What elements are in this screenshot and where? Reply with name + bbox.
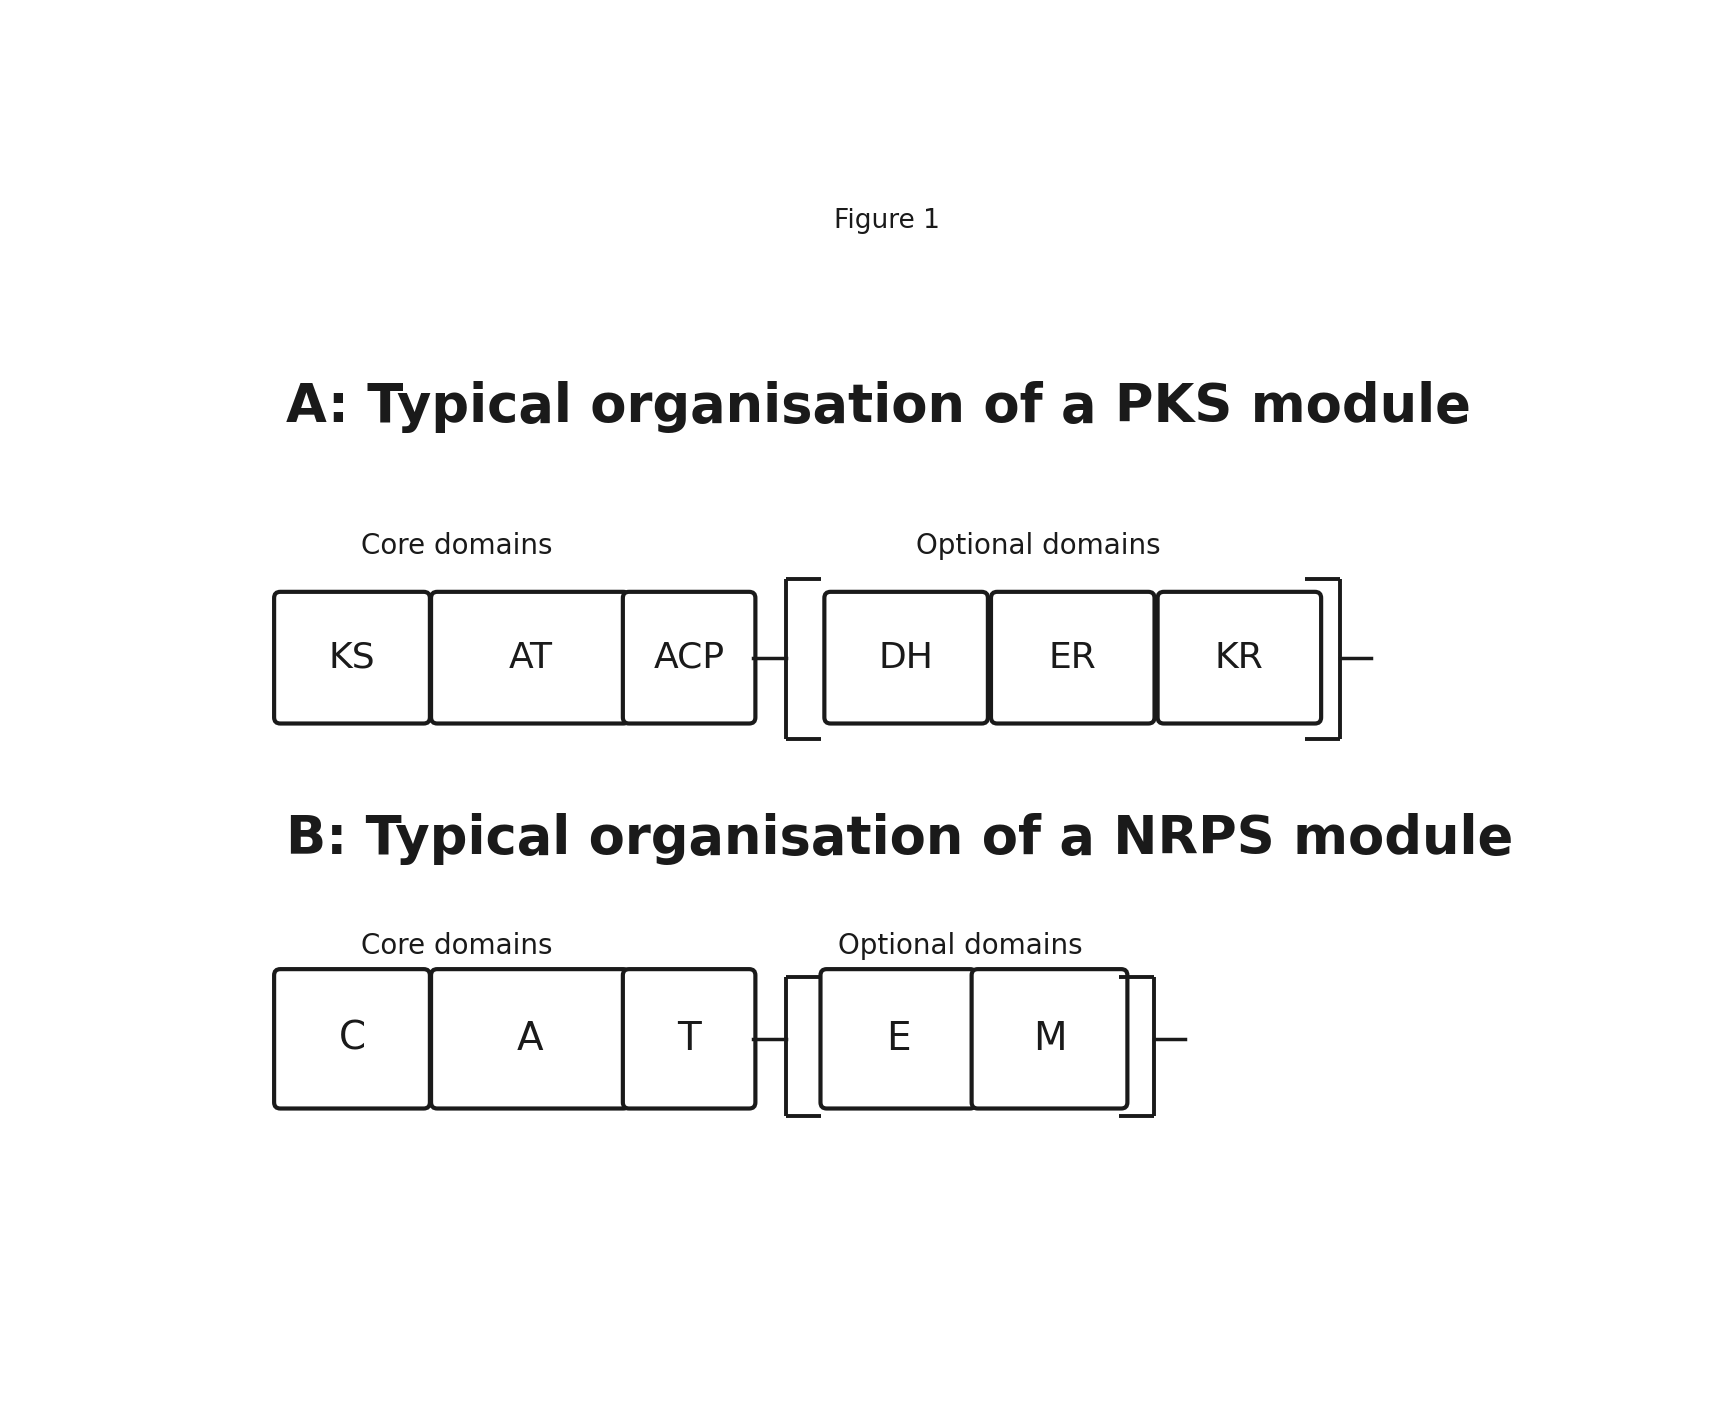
Text: DH: DH — [879, 641, 932, 675]
Text: B: Typical organisation of a NRPS module: B: Typical organisation of a NRPS module — [285, 813, 1512, 865]
Text: A: A — [517, 1019, 543, 1057]
Text: Optional domains: Optional domains — [837, 932, 1081, 960]
FancyBboxPatch shape — [623, 969, 754, 1108]
Text: A: Typical organisation of a PKS module: A: Typical organisation of a PKS module — [285, 381, 1470, 433]
FancyBboxPatch shape — [623, 592, 754, 724]
Text: Figure 1: Figure 1 — [834, 208, 939, 233]
FancyBboxPatch shape — [1157, 592, 1320, 724]
Text: T: T — [676, 1019, 701, 1057]
Text: ER: ER — [1048, 641, 1097, 675]
Text: E: E — [886, 1019, 910, 1057]
FancyBboxPatch shape — [990, 592, 1154, 724]
Text: KS: KS — [329, 641, 375, 675]
Text: ACP: ACP — [654, 641, 725, 675]
FancyBboxPatch shape — [823, 592, 988, 724]
FancyBboxPatch shape — [820, 969, 976, 1108]
FancyBboxPatch shape — [431, 969, 630, 1108]
Text: AT: AT — [509, 641, 552, 675]
FancyBboxPatch shape — [971, 969, 1126, 1108]
Text: Optional domains: Optional domains — [915, 531, 1159, 560]
Text: Core domains: Core domains — [360, 932, 552, 960]
Text: M: M — [1033, 1019, 1066, 1057]
Text: Core domains: Core domains — [360, 531, 552, 560]
FancyBboxPatch shape — [273, 969, 429, 1108]
FancyBboxPatch shape — [273, 592, 429, 724]
FancyBboxPatch shape — [431, 592, 630, 724]
Text: KR: KR — [1214, 641, 1263, 675]
Text: C: C — [339, 1019, 365, 1057]
